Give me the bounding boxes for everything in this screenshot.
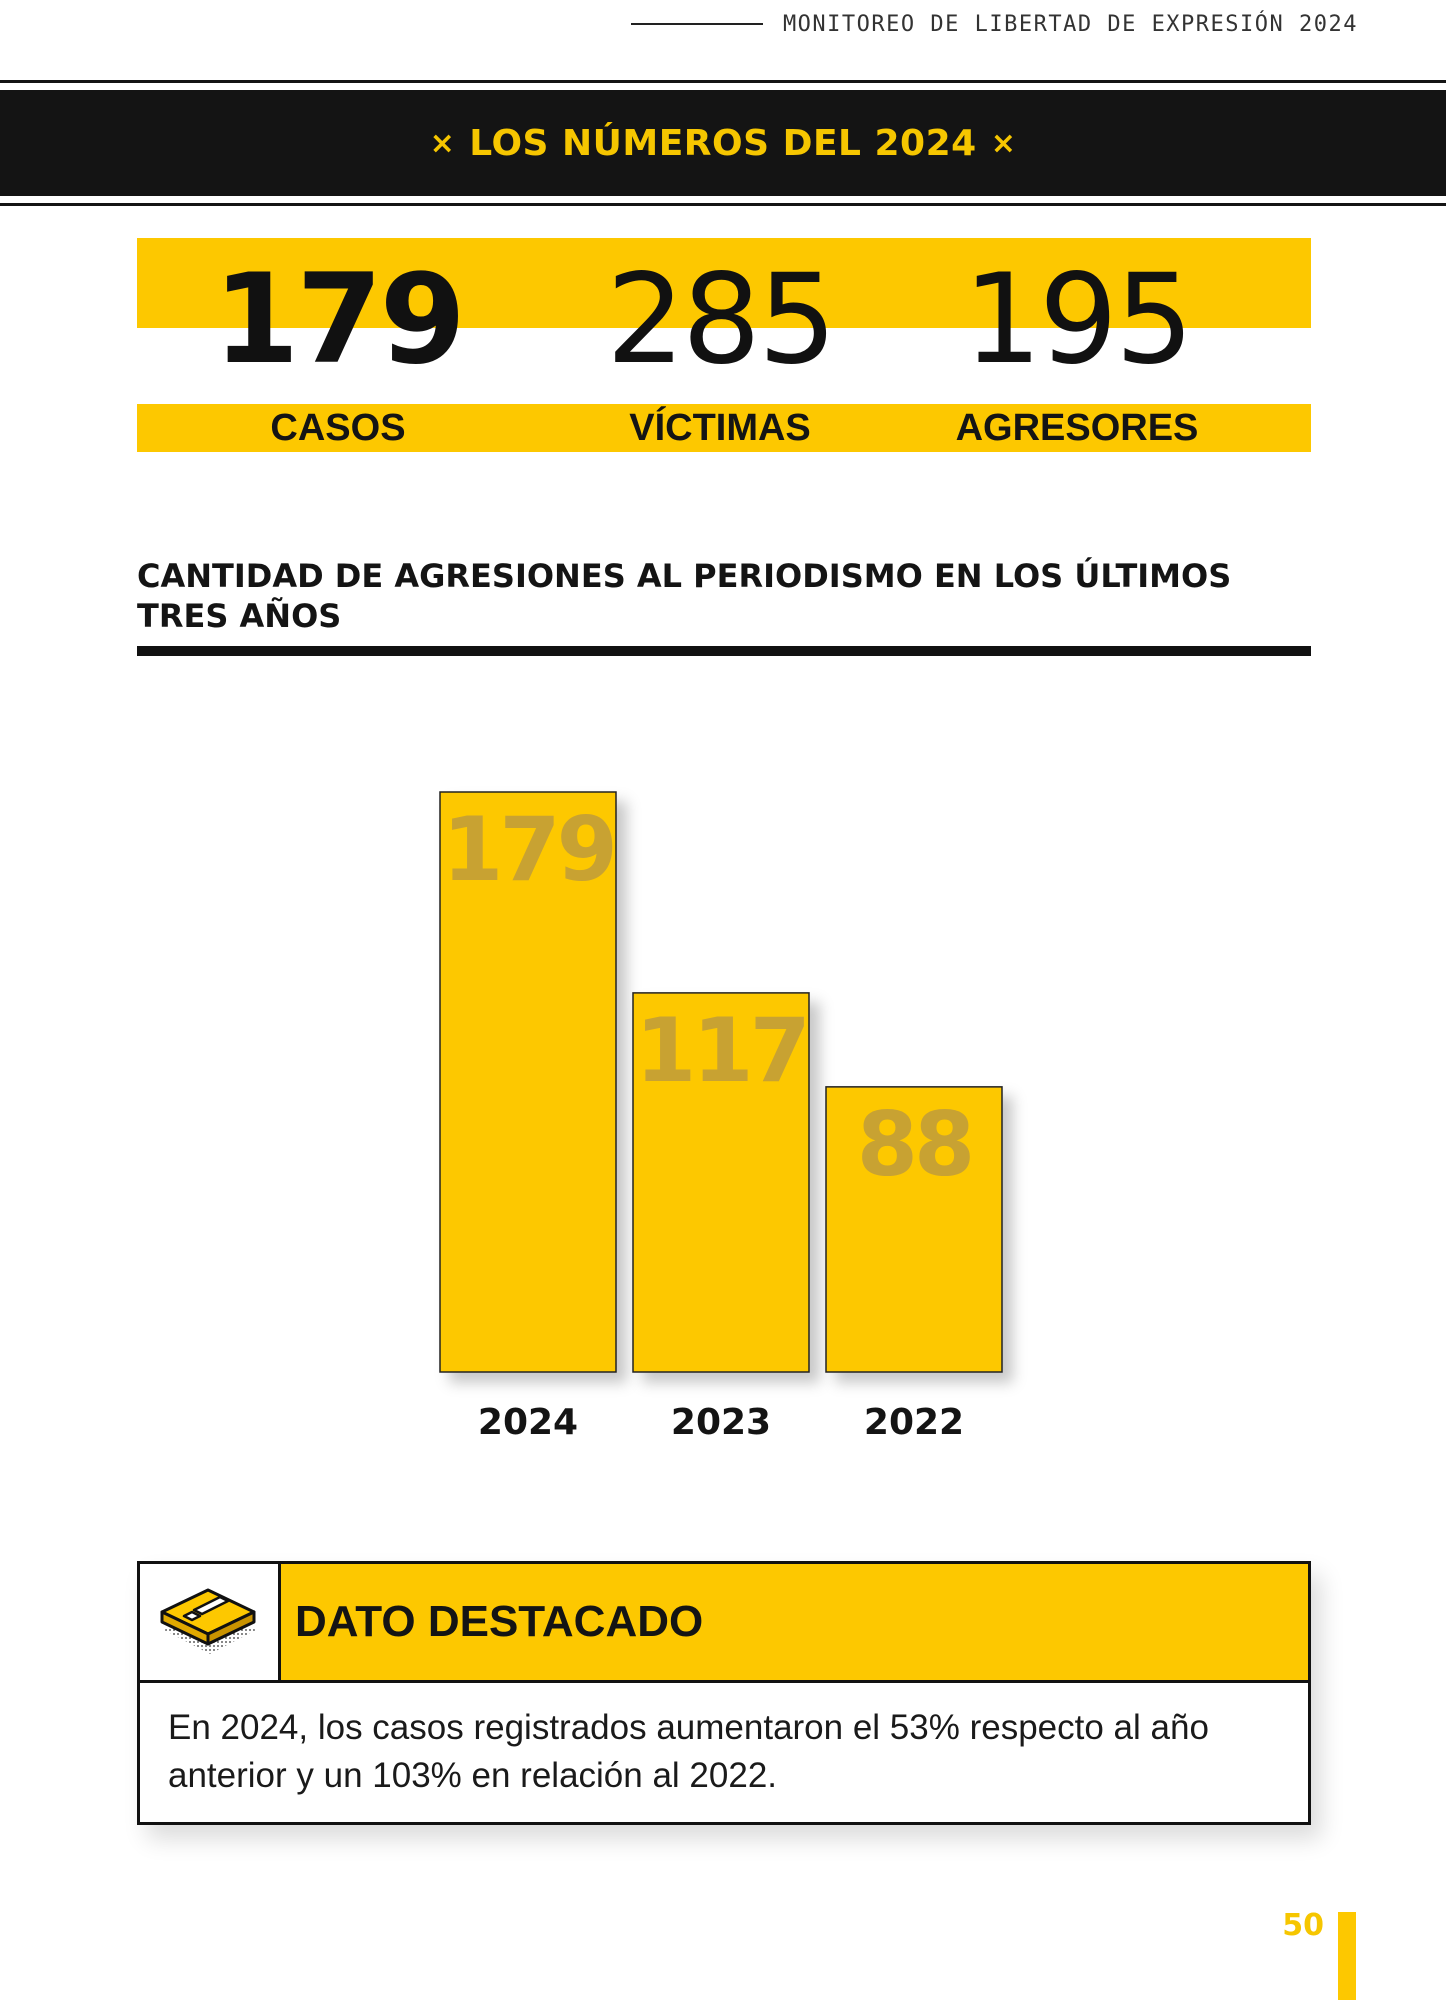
stat-value: 195: [963, 248, 1194, 392]
callout-title: DATO DESTACADO: [295, 1597, 704, 1646]
bar-chart-svg: 179 2024 117 2023 88 2022: [439, 791, 1003, 1443]
bar-value-label-2022: 88: [857, 1093, 971, 1196]
callout-header: DATO DESTACADO: [140, 1564, 1308, 1683]
callout-icon-cell: [140, 1564, 281, 1680]
bar-2022: [825, 1086, 1003, 1373]
chart-title-rule: [137, 646, 1311, 656]
stat-value: 285: [606, 248, 837, 392]
running-header: MONITOREO DE LIBERTAD DE EXPRESIÓN 2024: [630, 10, 1358, 38]
section-banner: × LOS NÚMEROS DEL 2024 ×: [0, 80, 1446, 206]
header-rule: [630, 23, 763, 25]
stat-label: CASOS: [270, 407, 406, 449]
stats-band-top: [137, 238, 1311, 328]
banner-marker-left: ×: [429, 125, 456, 161]
category-label-2023: 2023: [671, 1402, 771, 1443]
bar-value-label-2023: 117: [635, 999, 807, 1102]
chart-title: CANTIDAD DE AGRESIONES AL PERIODISMO EN …: [137, 557, 1232, 635]
bar-value-label-2024: 179: [442, 798, 614, 901]
warning-badge-icon: [160, 1588, 256, 1654]
stat-value: 179: [213, 248, 466, 392]
callout-title-cell: DATO DESTACADO: [281, 1564, 1308, 1680]
page-number-bar: [1338, 1912, 1356, 2000]
category-label-2022: 2022: [864, 1402, 964, 1443]
category-label-2024: 2024: [478, 1402, 578, 1443]
bar-2024: [439, 791, 617, 1373]
stat-label: VÍCTIMAS: [629, 407, 811, 449]
stat-label: AGRESORES: [955, 407, 1199, 449]
highlight-callout: DATO DESTACADO En 2024, los casos regist…: [137, 1561, 1311, 1825]
bar-2023: [632, 992, 810, 1373]
banner-title: LOS NÚMEROS DEL 2024: [469, 122, 977, 164]
bar-chart: 179 2024 117 2023 88 2022: [0, 700, 1446, 1460]
stats-band-bottom: [137, 404, 1311, 452]
stats-panel: 179 CASOS 285 VÍCTIMAS 195 AGRESORES: [137, 238, 1311, 452]
page-number: 50: [1282, 1908, 1324, 1943]
banner-marker-right: ×: [990, 125, 1017, 161]
running-header-text: MONITOREO DE LIBERTAD DE EXPRESIÓN 2024: [782, 11, 1358, 37]
callout-text: En 2024, los casos registrados aumentaro…: [168, 1708, 1209, 1795]
